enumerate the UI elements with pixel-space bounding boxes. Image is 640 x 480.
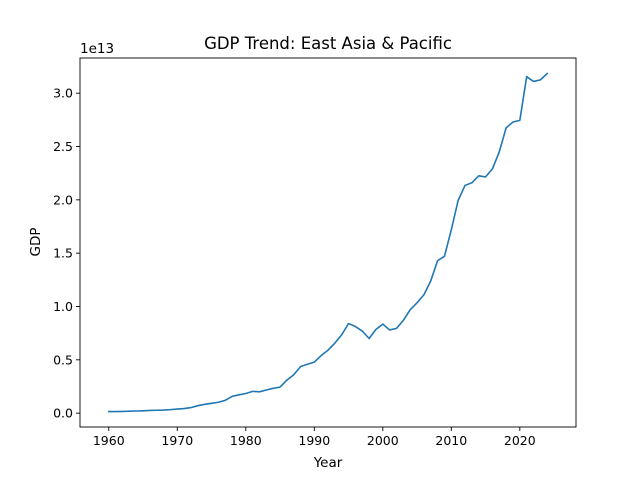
y-tick-label: 0.5 <box>53 352 73 367</box>
y-tick-label: 2.5 <box>53 139 73 154</box>
y-axis-label: GDP <box>28 228 44 257</box>
x-tick-label: 1990 <box>298 433 330 448</box>
x-axis-label: Year <box>313 455 343 471</box>
y-tick-label: 0.0 <box>53 406 73 421</box>
plot-area: 1960 1970 1980 1990 2000 2010 2020 0.0 0.5 1.0 1.5… <box>53 57 577 448</box>
x-tick-label: 2010 <box>435 433 467 448</box>
y-axis-offset-label: 1e13 <box>80 41 114 57</box>
x-tick-label: 1970 <box>161 433 193 448</box>
y-tick-label: 2.0 <box>53 192 73 207</box>
chart-title: GDP Trend: East Asia & Pacific <box>204 34 452 53</box>
plot-frame <box>79 57 577 428</box>
x-tick-label: 2000 <box>367 433 399 448</box>
gdp-series-line <box>107 72 549 413</box>
x-tick-label: 1980 <box>230 433 262 448</box>
y-tick-label: 3.0 <box>53 86 73 101</box>
x-tick-label: 1960 <box>93 433 125 448</box>
y-tick-label: 1.5 <box>53 246 73 261</box>
x-tick-label: 2020 <box>504 433 536 448</box>
y-tick-label: 1.0 <box>53 299 73 314</box>
